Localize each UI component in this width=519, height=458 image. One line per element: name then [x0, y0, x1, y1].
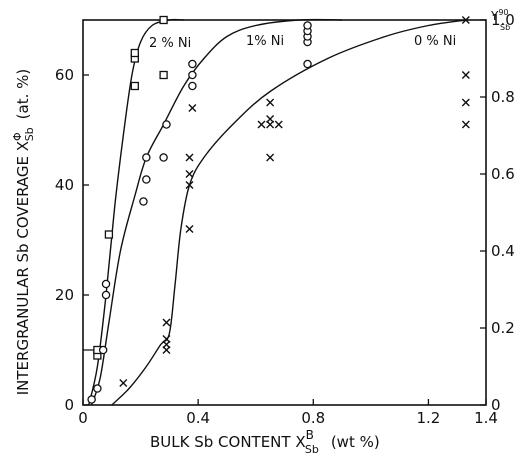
x-axis-title-sub: Sb — [305, 443, 319, 456]
y-axis-title-sup: Φ — [11, 132, 24, 141]
data-point-cross — [461, 98, 470, 107]
data-point-square — [104, 230, 114, 239]
plot-border — [82, 19, 487, 406]
data-point-cross — [185, 225, 194, 233]
y-left-tick-label: 60 — [55, 66, 74, 84]
y-right-tick-label: 0.4 — [491, 242, 515, 260]
data-point-circle — [101, 279, 111, 289]
data-point-square — [130, 48, 139, 58]
x-tick-label: 0 — [78, 409, 88, 427]
y-right-tick-label: 0.2 — [491, 319, 515, 337]
data-point-cross — [162, 335, 171, 343]
y-axis-title: INTERGRANULAR Sb COVERAGE XΦSb (at. %) — [11, 69, 36, 396]
svg-text:Y90: Y90 — [490, 8, 509, 23]
series-label-0pct-ni: 0 % Ni — [414, 34, 456, 49]
data-point-cross — [266, 153, 275, 162]
curve-2pct-ni — [88, 18, 184, 406]
data-point-cross — [185, 153, 194, 162]
data-point-cross — [162, 318, 171, 327]
data-point-circle — [142, 153, 151, 162]
series-label-1pct-ni: 1% Ni — [246, 34, 284, 49]
data-point-cross — [461, 16, 470, 24]
data-point-circle — [162, 120, 171, 129]
marker-layer — [87, 15, 470, 404]
right-axis-title-sub: Sb — [500, 23, 510, 32]
data-point-cross — [266, 98, 275, 107]
data-point-cross — [185, 181, 194, 189]
data-point-circle — [98, 345, 108, 355]
data-point-cross — [188, 104, 197, 112]
data-point-circle — [188, 70, 197, 80]
y-axis-title-unit: (at. %) — [14, 69, 32, 120]
y-left-tick-label: 40 — [55, 176, 74, 194]
x-tick-label: 0.8 — [301, 409, 325, 427]
data-point-circle — [188, 81, 197, 91]
data-point-circle — [303, 21, 312, 30]
x-tick-label: 0.4 — [186, 409, 210, 427]
data-point-circle — [159, 153, 168, 162]
x-axis-title-unit: (wt %) — [331, 433, 380, 451]
curve-1pct-ni — [90, 18, 343, 406]
data-point-square — [130, 81, 139, 91]
data-point-circle — [139, 197, 148, 206]
svg-text:INTERGRANULAR Sb COVERAGE XΦSb: INTERGRANULAR Sb COVERAGE XΦSb (at. %) — [11, 69, 36, 396]
data-point-square — [159, 70, 168, 80]
x-axis-title-text: BULK Sb CONTENT X — [150, 433, 306, 451]
data-point-circle — [87, 395, 96, 404]
y-right-tick-label: 1.0 — [491, 11, 515, 29]
y-right-tick-label: 0.6 — [491, 165, 515, 183]
data-point-cross — [266, 115, 275, 123]
data-point-circle — [188, 59, 197, 69]
y-left-tick-label: 0 — [64, 396, 74, 414]
y-right-tick-label: 0 — [491, 396, 501, 414]
series-labels: 2 % Ni 1% Ni 0 % Ni — [149, 34, 456, 51]
plot-frame — [82, 19, 487, 406]
data-point-cross — [119, 379, 128, 387]
curve-layer — [88, 18, 466, 406]
x-tick-label: 1.2 — [416, 409, 440, 427]
data-point-cross — [257, 120, 266, 129]
data-point-circle — [101, 290, 111, 300]
y-axis-title-sub: Sb — [23, 127, 36, 141]
data-point-circle — [303, 59, 312, 69]
right-axis-title: Y90 Sb — [490, 8, 510, 32]
data-point-cross — [274, 120, 283, 129]
data-point-circle — [142, 175, 151, 184]
series-label-2pct-ni: 2 % Ni — [149, 36, 191, 51]
x-axis-title-sup: B — [306, 428, 314, 442]
y-left-tick-label: 20 — [55, 286, 74, 304]
x-tick-label: 1.4 — [474, 409, 498, 427]
right-axis-title-sup: 90 — [498, 8, 508, 17]
data-point-cross — [461, 120, 470, 129]
data-point-circle — [93, 384, 102, 393]
y-axis-title-text: INTERGRANULAR Sb COVERAGE X — [14, 141, 32, 395]
right-axis-title-text: Y — [490, 9, 499, 23]
y-right-tick-label: 0.8 — [491, 88, 515, 106]
x-axis-title: BULK Sb CONTENT XB Sb (wt %) — [150, 428, 380, 456]
data-point-cross — [461, 71, 470, 79]
data-point-cross — [185, 170, 194, 178]
data-point-square — [159, 15, 168, 25]
